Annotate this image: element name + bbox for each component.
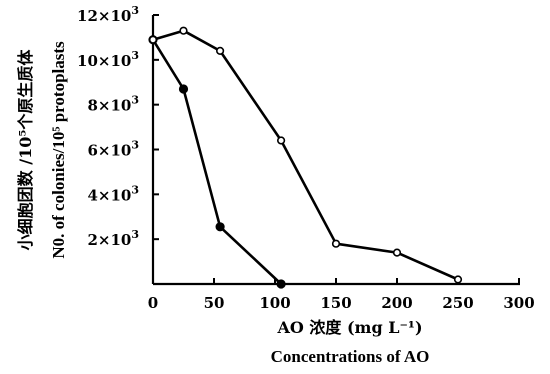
series-1-point-5 xyxy=(392,248,402,257)
y-ticks: 2×103 4×103 6×103 8×103 10×103 12×103 xyxy=(77,4,159,249)
y-axis-label-english: N0. of colonies/10⁵ protoplasts xyxy=(49,41,68,259)
x-tick-label-6: 300 xyxy=(503,294,534,312)
x-tick-label-1: 50 xyxy=(204,294,225,312)
series-0-point-3 xyxy=(276,279,286,289)
y-tick-label-0: 2×103 xyxy=(87,228,139,249)
series-1-point-0 xyxy=(148,35,158,44)
y-tick-label-5: 12×103 xyxy=(77,4,139,25)
x-tick-label-2: 100 xyxy=(259,294,290,312)
y-tick-label-4: 10×103 xyxy=(77,49,139,70)
series-0-point-2 xyxy=(215,222,225,232)
series-0-point-1 xyxy=(178,84,189,94)
series-0-line xyxy=(151,39,282,285)
x-tick-label-0: 0 xyxy=(148,294,158,312)
series-1-point-1 xyxy=(179,26,188,35)
series-1-line xyxy=(152,29,459,281)
y-axis-label: 小细胞团数 /10⁵个原生质体 xyxy=(16,49,35,251)
y-tick-label-1: 4×103 xyxy=(87,183,139,204)
x-tick-label-5: 250 xyxy=(442,294,473,312)
series-1-point-4 xyxy=(331,239,341,248)
x-tick-label-4: 200 xyxy=(381,294,412,312)
x-ticks: 0 50 100 150 200 250 300 xyxy=(148,278,535,312)
x-tick-label-3: 150 xyxy=(320,294,351,312)
series-1-point-6 xyxy=(453,275,463,284)
y-tick-label-2: 6×103 xyxy=(87,139,139,160)
series-1-point-2 xyxy=(216,46,225,56)
x-axis-label: AO 浓度 (mg L⁻¹) xyxy=(276,318,422,337)
y-tick-label-3: 8×103 xyxy=(87,94,139,115)
series-layer xyxy=(148,26,463,289)
x-axis-label-english: Concentrations of AO xyxy=(271,347,430,366)
series-1-point-3 xyxy=(277,136,286,145)
